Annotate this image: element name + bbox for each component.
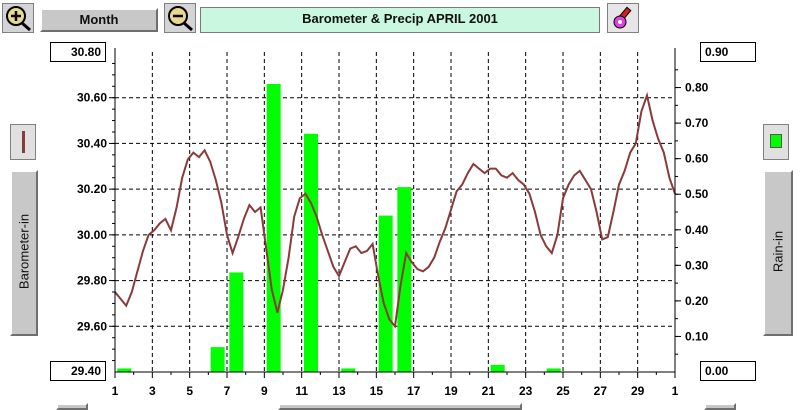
barometer-legend-swatch[interactable] — [10, 124, 36, 160]
right-tick-label: 0.30 — [685, 258, 709, 272]
magnifier-minus-icon — [168, 6, 193, 32]
rain-bar — [378, 215, 393, 372]
rain-axis-button[interactable]: Rain-in — [763, 170, 793, 336]
right-tick-label: 0.40 — [685, 223, 709, 237]
rain-bar — [546, 368, 561, 372]
x-tick-label: 23 — [519, 384, 533, 398]
x-tick-label: 7 — [224, 384, 231, 398]
rain-bar — [229, 272, 244, 372]
right-tick-label: 0.50 — [685, 187, 709, 201]
left-tick-label: 29.80 — [77, 274, 107, 288]
barometer-max-label: 30.80 — [50, 42, 106, 62]
right-tick-label: 0.10 — [685, 329, 709, 343]
x-tick-label: 13 — [332, 384, 346, 398]
right-tick-label: 0.80 — [685, 81, 709, 95]
barometer-color-bar — [22, 131, 25, 153]
x-tick-label: 17 — [407, 384, 421, 398]
x-tick-label: 1 — [672, 384, 679, 398]
rain-legend-swatch[interactable] — [763, 124, 789, 160]
left-tick-label: 30.40 — [77, 136, 107, 150]
rain-max-label: 0.90 — [700, 42, 756, 62]
magnifier-plus-icon — [6, 6, 31, 32]
x-tick-label: 29 — [631, 384, 645, 398]
right-tick-label: 0.20 — [685, 294, 709, 308]
left-tick-label: 30.20 — [77, 182, 107, 196]
rain-color-box — [770, 134, 782, 148]
x-tick-label: 15 — [370, 384, 384, 398]
zoom-in-button[interactable] — [2, 3, 34, 33]
rain-bar — [210, 347, 225, 372]
rain-bar — [490, 364, 505, 372]
chart-title: Barometer & Precip APRIL 2001 — [200, 7, 600, 33]
x-tick-label: 11 — [295, 384, 308, 398]
zoom-out-button[interactable] — [164, 3, 196, 33]
scroll-left-button[interactable] — [56, 403, 88, 410]
rain-bar — [117, 368, 132, 372]
paint-tool-icon — [613, 6, 632, 29]
settings-button[interactable] — [607, 3, 639, 33]
left-tick-label: 30.00 — [77, 228, 107, 242]
x-tick-label: 21 — [482, 384, 496, 398]
rain-bar — [341, 368, 356, 372]
barometer-line — [114, 91, 676, 329]
x-tick-label: 27 — [594, 384, 608, 398]
x-tick-label: 5 — [186, 384, 193, 398]
rain-bar — [397, 187, 412, 372]
period-button[interactable]: Month — [40, 8, 158, 32]
x-tick-label: 1 — [112, 384, 119, 398]
right-tick-label: 0.60 — [685, 152, 709, 166]
x-tick-label: 19 — [444, 384, 458, 398]
barometer-axis-button[interactable]: Barometer-in — [10, 170, 38, 336]
barometer-min-label: 29.40 — [50, 361, 106, 381]
rain-bar — [304, 133, 318, 372]
right-tick-label: 0.70 — [685, 116, 709, 130]
left-tick-label: 29.60 — [77, 319, 107, 333]
left-tick-label: 30.60 — [77, 91, 107, 105]
rain-min-label: 0.00 — [700, 361, 756, 381]
x-tick-label: 3 — [149, 384, 156, 398]
scroll-right-button[interactable] — [704, 403, 736, 410]
rain-bar — [266, 84, 281, 372]
x-tick-label: 9 — [261, 384, 268, 398]
scroll-thumb[interactable] — [278, 403, 522, 410]
x-tick-label: 25 — [556, 384, 570, 398]
